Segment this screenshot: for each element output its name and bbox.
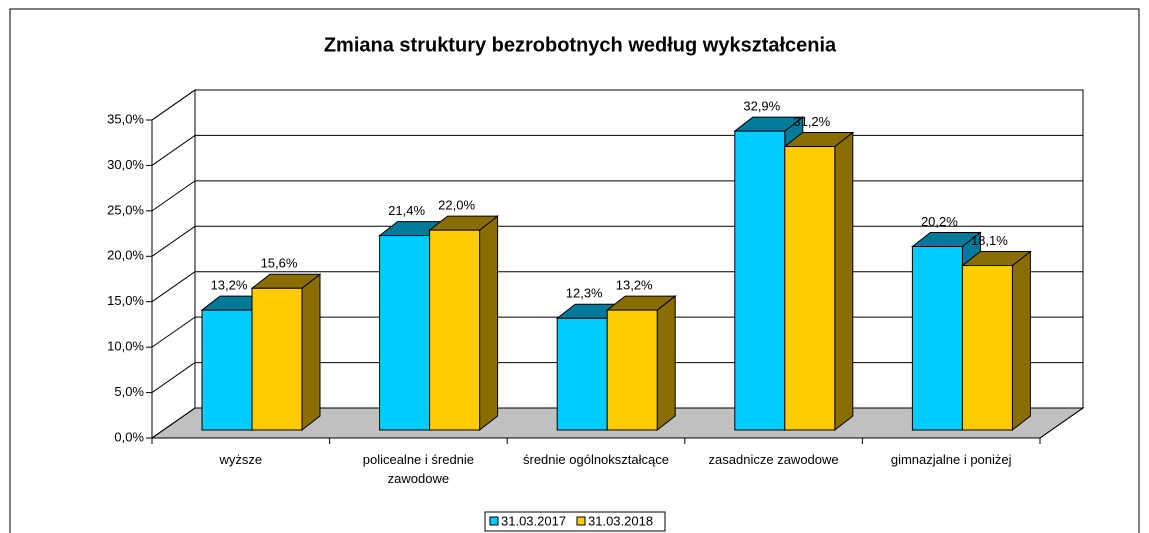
bar [556,317,608,431]
bar [429,229,481,431]
grid-line [151,407,196,439]
value-label: 20,2% [921,214,958,229]
grid-line [151,271,196,303]
x-tick-label: wyższe [219,452,263,467]
bar [784,146,836,431]
value-label: 18,1% [971,233,1008,248]
bar-side [301,273,321,432]
x-tick-label: policealne i średnie zawodowe [362,452,475,486]
y-tick-label: 25,0% [107,202,144,217]
legend-box [484,511,666,532]
grid-line [151,180,196,212]
bar-side [1011,250,1031,432]
x-tick-label: gimnazjalne i poniżej [890,452,1012,467]
y-tick-label: 0,0% [114,429,144,444]
value-label: 12,3% [566,286,603,301]
value-label: 15,6% [261,256,298,271]
bar [734,130,786,431]
y-tick-label: 15,0% [107,293,144,308]
bar [379,235,431,431]
value-label: 32,9% [743,99,780,114]
bar-side [656,295,676,432]
bar [911,245,963,431]
y-tick-label: 30,0% [107,157,144,172]
legend-label: 31.03.2018 [588,513,653,528]
value-label: 22,0% [438,198,475,213]
grid-line [151,135,196,166]
bar-side [479,215,499,432]
floor-edge [1039,407,1084,439]
y-tick-label: 10,0% [107,339,144,354]
chart-title: Zmiana struktury bezrobotnych według wyk… [324,34,837,56]
value-label: 13,2% [616,278,653,293]
value-label: 21,4% [388,203,425,218]
bar [251,287,303,431]
x-tick-label: zasadnicze zawodowe [708,452,839,467]
legend-swatch [489,516,499,526]
grid-line [151,316,196,348]
grid-line [151,362,196,393]
y-tick-label: 5,0% [114,384,144,399]
y-tick-label: 20,0% [107,248,144,263]
grid-line [151,89,196,121]
value-label: 13,2% [211,278,248,293]
y-tick-label: 35,0% [107,111,144,126]
bar [201,309,253,431]
bar [606,309,658,431]
value-label: 31,2% [793,114,830,129]
legend-label: 31.03.2017 [501,513,566,528]
bar-side [834,131,854,432]
bar [961,265,1013,431]
grid-line [151,225,196,257]
x-tick-label: średnie ogólnokształcące [523,452,669,467]
legend-swatch [576,516,586,526]
